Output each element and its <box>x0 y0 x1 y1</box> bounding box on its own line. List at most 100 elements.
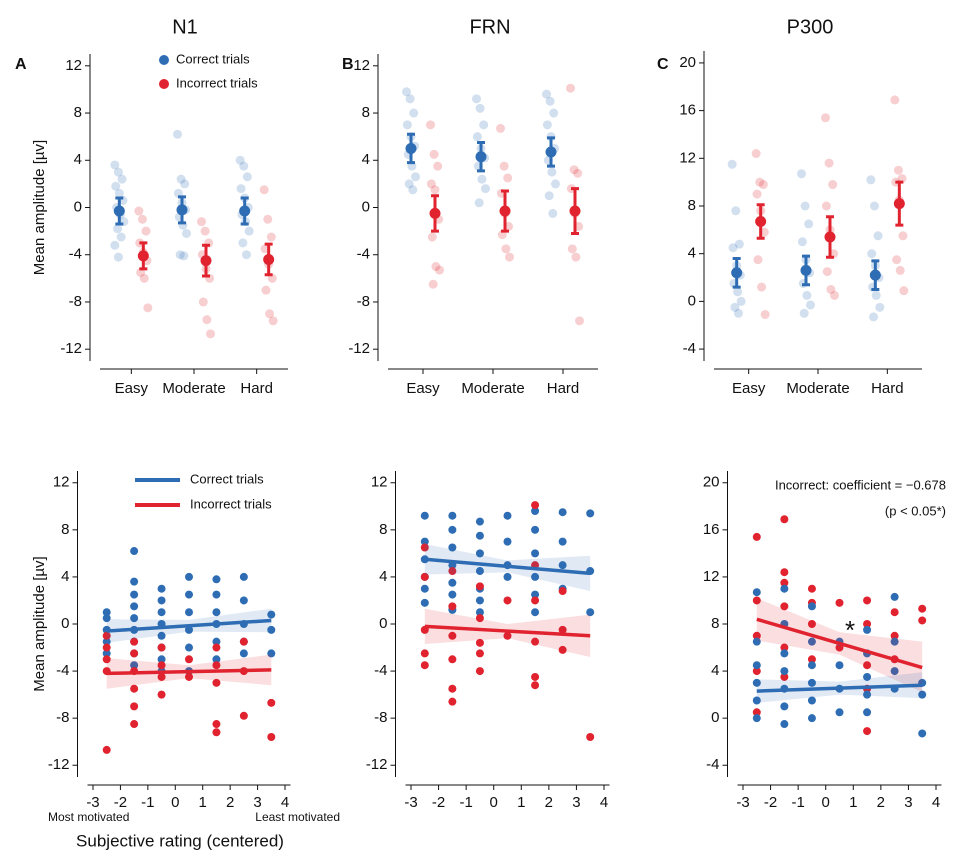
point <box>780 515 789 524</box>
x-tick-label: 2 <box>226 794 234 811</box>
raw-point <box>758 180 768 190</box>
point <box>475 614 484 623</box>
raw-point <box>548 208 558 218</box>
point <box>130 637 139 646</box>
point <box>475 667 484 676</box>
y-tick-label: 8 <box>379 521 387 538</box>
point <box>503 537 512 546</box>
point <box>157 661 166 670</box>
y-axis-label: Mean amplitude [µv] <box>31 140 48 275</box>
y-tick-label: 20 <box>703 474 720 491</box>
point <box>752 631 761 640</box>
x-tick-label: 2 <box>877 794 885 811</box>
raw-point <box>751 149 761 159</box>
mean-point <box>755 216 767 227</box>
raw-point <box>573 168 583 178</box>
raw-point <box>826 284 836 294</box>
raw-point <box>175 250 185 260</box>
point <box>448 511 457 520</box>
y-tick-label: 4 <box>379 568 387 585</box>
raw-point <box>551 179 560 189</box>
raw-point <box>134 206 144 216</box>
raw-point <box>426 179 436 189</box>
point <box>531 549 540 558</box>
mean-point <box>800 264 812 276</box>
y-tick-label: 8 <box>711 615 719 632</box>
point <box>212 608 221 617</box>
x-tick-label: Moderate <box>162 380 225 397</box>
point <box>807 714 816 723</box>
point <box>102 614 111 623</box>
point <box>130 614 139 623</box>
point <box>130 649 139 658</box>
raw-point <box>822 267 832 277</box>
raw-point <box>242 172 252 182</box>
point <box>475 582 484 591</box>
y-tick-label: 20 <box>679 54 696 71</box>
raw-point <box>566 83 575 93</box>
raw-point <box>757 282 767 292</box>
point <box>212 720 221 729</box>
annotation: Most motivated <box>48 810 129 824</box>
x-tick-label: Hard <box>871 380 904 397</box>
point <box>752 661 761 670</box>
point <box>102 745 111 754</box>
fit-line <box>106 668 272 676</box>
raw-point <box>569 165 579 175</box>
y-tick-label: 8 <box>74 104 82 121</box>
x-tick-label: Easy <box>732 380 766 397</box>
mean-point <box>263 253 275 265</box>
raw-point <box>736 296 746 306</box>
point <box>102 631 111 640</box>
point <box>102 643 111 652</box>
raw-point <box>567 244 577 254</box>
y-tick-label: -4 <box>56 662 69 679</box>
raw-point <box>111 181 121 191</box>
raw-point <box>427 232 437 242</box>
raw-point <box>408 185 418 195</box>
point <box>130 547 139 556</box>
raw-point <box>797 237 807 247</box>
point <box>475 596 484 605</box>
raw-point <box>238 238 248 248</box>
point <box>448 578 457 587</box>
x-tick-label: 3 <box>572 794 580 811</box>
point <box>558 508 567 517</box>
point <box>558 645 567 654</box>
point <box>780 702 789 711</box>
panel: -4 0 4 8 12 16 20 P300 C Easy Moderate Hard <box>657 16 922 397</box>
point <box>448 684 457 693</box>
raw-point <box>755 177 765 187</box>
point <box>420 584 429 593</box>
point <box>212 678 221 687</box>
mean-point <box>137 250 149 262</box>
y-tick-label: 0 <box>74 198 82 215</box>
panel-letter: A <box>15 56 27 73</box>
y-tick-label: 4 <box>711 662 719 679</box>
raw-point <box>430 185 440 195</box>
raw-point <box>821 113 830 123</box>
y-tick-label: 12 <box>53 474 70 491</box>
point <box>558 587 567 596</box>
raw-point <box>821 201 831 211</box>
raw-point <box>545 96 555 106</box>
point <box>807 655 816 664</box>
x-tick-label: 2 <box>545 794 553 811</box>
x-tick-label: -3 <box>404 794 417 811</box>
point <box>420 649 429 658</box>
raw-point <box>472 132 482 142</box>
point <box>531 596 540 605</box>
point <box>503 511 512 520</box>
mean-point <box>405 142 417 154</box>
raw-point <box>426 120 435 130</box>
raw-point <box>869 312 879 322</box>
y-tick-label: 8 <box>61 521 69 538</box>
point <box>863 596 872 605</box>
raw-point <box>727 159 737 169</box>
point <box>212 575 221 584</box>
point <box>586 732 595 741</box>
fit-line <box>756 617 923 670</box>
annotation: * <box>845 615 855 645</box>
raw-point <box>113 252 123 262</box>
